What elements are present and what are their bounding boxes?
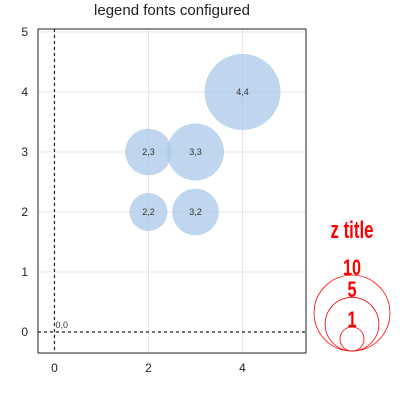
bubble-label: 3,2 (189, 207, 202, 217)
plot-frame (37, 28, 307, 354)
size-legend: z title 105 1 (313, 217, 391, 352)
y-tick-label: 5 (21, 25, 28, 39)
bubble-label: 4,4 (236, 87, 249, 97)
bubble-label: 2,2 (142, 207, 155, 217)
zero-lines (38, 29, 306, 353)
x-tick-label: 2 (145, 361, 152, 375)
legend-circle-1 (339, 326, 365, 352)
bubble-3-2 (172, 188, 219, 236)
x-tick-label: 4 (239, 361, 246, 375)
tick-labels: 0 2 4 0 1 2 3 4 5 (21, 25, 246, 375)
chart-title: legend fonts configured (94, 2, 250, 19)
bubble-label: 2,3 (142, 147, 155, 157)
bubble-2-2 (129, 193, 168, 231)
x-tick-label: 0 (51, 361, 58, 375)
y-tick-label: 1 (21, 265, 28, 279)
y-tick-label: 3 (21, 145, 28, 159)
y-tick-label: 0 (21, 325, 28, 339)
bubble-4-4 (204, 54, 281, 130)
y-tick-label: 2 (21, 205, 28, 219)
legend-size-label: 10 (343, 257, 361, 281)
legend-size-label: 5 (348, 279, 357, 303)
plot-border (37, 28, 307, 354)
bubble-layer: 0,0 2,2 3,2 2,3 3,3 4,4 (55, 54, 281, 330)
y-tick-label: 4 (21, 85, 28, 99)
bubble-2-3 (125, 128, 172, 176)
bubble-3-3 (167, 123, 225, 181)
legend-title: z title (331, 217, 374, 244)
bubble-label: 3,3 (189, 147, 202, 157)
legend-size-label: 1 (348, 309, 357, 333)
bubble-label: 0,0 (55, 320, 68, 330)
